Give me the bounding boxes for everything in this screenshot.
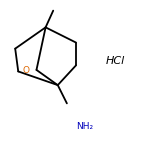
Text: O: O xyxy=(22,66,29,75)
Text: NH₂: NH₂ xyxy=(76,122,93,131)
Text: HCl: HCl xyxy=(106,56,125,66)
